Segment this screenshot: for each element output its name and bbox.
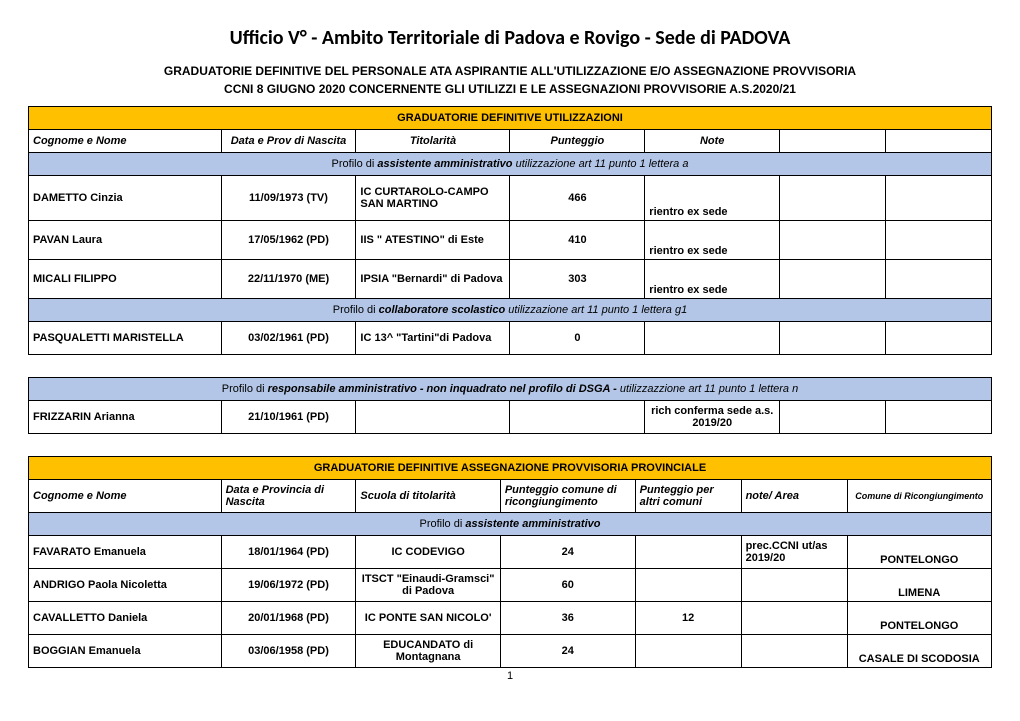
- table-row: PAVAN Laura 17/05/1962 (PD) IIS " ATESTI…: [29, 221, 992, 260]
- table-row: ANDRIGO Paola Nicoletta 19/06/1972 (PD) …: [29, 569, 992, 602]
- table-provinciale: GRADUATORIE DEFINITIVE ASSEGNAZIONE PROV…: [28, 456, 992, 668]
- col-punt-ricong: Punteggio comune di ricongiungimento: [500, 480, 635, 513]
- table-row: CAVALLETTO Daniela 20/01/1968 (PD) IC PO…: [29, 602, 992, 635]
- col-comune: Comune di Ricongiungimento: [847, 480, 992, 513]
- profile-row: Profilo di responsabile amministrativo -…: [29, 378, 992, 401]
- table-utilizzazioni: GRADUATORIE DEFINITIVE UTILIZZAZIONI Cog…: [28, 106, 992, 355]
- table-row: BOGGIAN Emanuela 03/06/1958 (PD) EDUCAND…: [29, 635, 992, 668]
- col-titolarita: Titolarità: [356, 130, 510, 153]
- col-punt-altri: Punteggio per altri comuni: [635, 480, 741, 513]
- table-row: DAMETTO Cinzia 11/09/1973 (TV) IC CURTAR…: [29, 176, 992, 221]
- col-blank: [886, 130, 992, 153]
- col-note-area: note/ Area: [741, 480, 847, 513]
- table-responsabile: Profilo di responsabile amministrativo -…: [28, 377, 992, 434]
- table-row: MICALI FILIPPO 22/11/1970 (ME) IPSIA "Be…: [29, 260, 992, 299]
- profile-row: Profilo di collaboratore scolastico util…: [29, 299, 992, 322]
- profile-row: Profilo di assistente amministrativo: [29, 513, 992, 536]
- col-blank: [780, 130, 886, 153]
- table-row: FRIZZARIN Arianna 21/10/1961 (PD) rich c…: [29, 401, 992, 434]
- banner-provinciale: GRADUATORIE DEFINITIVE ASSEGNAZIONE PROV…: [29, 457, 992, 480]
- col-punteggio: Punteggio: [510, 130, 645, 153]
- table-row: PASQUALETTI MARISTELLA 03/02/1961 (PD) I…: [29, 322, 992, 355]
- col-note: Note: [645, 130, 780, 153]
- subtitle-1: GRADUATORIE DEFINITIVE DEL PERSONALE ATA…: [28, 64, 992, 78]
- col-scuola: Scuola di titolarità: [356, 480, 500, 513]
- col-cognome: Cognome e Nome: [29, 130, 222, 153]
- col-data: Data e Provincia di Nascita: [221, 480, 356, 513]
- banner-utilizzazioni: GRADUATORIE DEFINITIVE UTILIZZAZIONI: [29, 107, 992, 130]
- profile-row: Profilo di assistente amministrativo uti…: [29, 153, 992, 176]
- table-row: FAVARATO Emanuela 18/01/1964 (PD) IC COD…: [29, 536, 992, 569]
- subtitle-2: CCNI 8 GIUGNO 2020 CONCERNENTE GLI UTILI…: [28, 82, 992, 96]
- col-data: Data e Prov di Nascita: [221, 130, 356, 153]
- page-number: 1: [28, 670, 992, 682]
- col-cognome: Cognome e Nome: [29, 480, 222, 513]
- page-title: Ufficio V° - Ambito Territoriale di Pado…: [28, 26, 992, 50]
